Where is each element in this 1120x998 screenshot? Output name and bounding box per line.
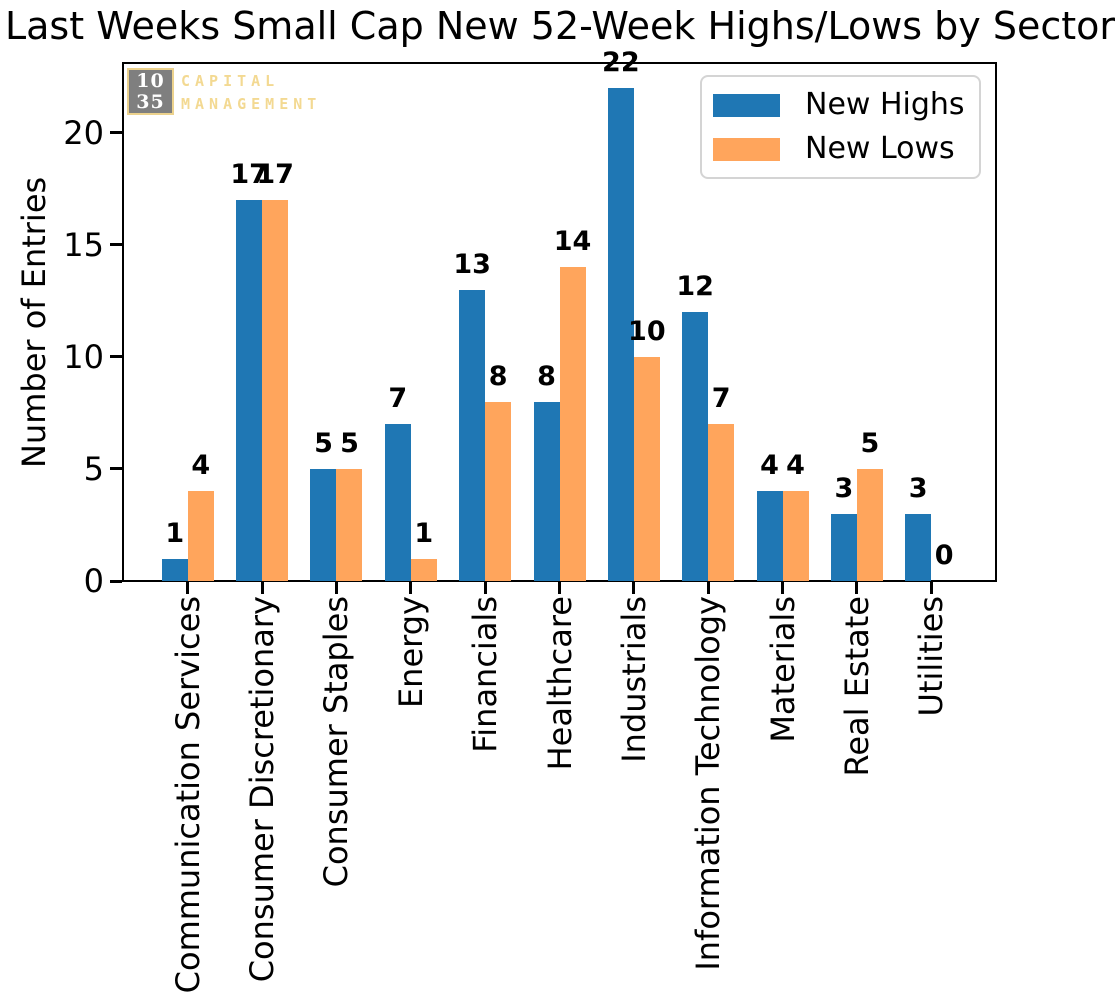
chart-title: Last Weeks Small Cap New 52-Week Highs/L… [4, 4, 1116, 48]
bar-value-label: 13 [453, 248, 491, 280]
bar-new-lows [485, 401, 512, 581]
bar-value-label: 14 [553, 226, 592, 258]
bar-new-lows [262, 199, 289, 581]
x-tick-mark [632, 582, 636, 594]
y-tick-label: 0 [83, 562, 104, 600]
bar-new-highs [756, 491, 783, 581]
watermark-box-line2: 35 [136, 91, 165, 113]
bar-value-label: 22 [602, 46, 640, 78]
x-tick-label-real-estate: Real Estate [837, 596, 876, 777]
bar-value-label: 17 [230, 158, 268, 190]
watermark-1035-box: 10 35 [127, 68, 174, 115]
x-tick-mark [186, 582, 190, 594]
legend-label-new-highs: New Highs [805, 87, 965, 122]
legend: New Highs New Lows [700, 75, 981, 179]
watermark-text-line1: CAPITAL [181, 72, 280, 90]
bar-value-label: 8 [537, 360, 556, 392]
x-tick-label-industrials: Industrials [614, 596, 653, 763]
bar-new-lows [187, 491, 214, 581]
x-tick-mark [409, 582, 413, 594]
bar-new-highs [905, 513, 932, 581]
bar-new-lows [782, 491, 809, 581]
bar-new-highs [830, 513, 857, 581]
bar-value-label: 1 [414, 517, 434, 549]
bar-value-label: 5 [340, 427, 359, 459]
x-tick-mark [483, 582, 487, 594]
bar-value-label: 12 [676, 271, 714, 303]
x-tick-label-financials: Financials [466, 596, 505, 753]
bar-new-lows [633, 356, 660, 581]
x-tick-mark [855, 582, 859, 594]
y-tick-mark [110, 131, 122, 135]
x-tick-label-healthcare: Healthcare [540, 596, 579, 771]
bar-value-label: 4 [786, 450, 805, 482]
watermark-company-name: CAPITAL MANAGEMENT [181, 68, 321, 116]
bar-new-lows [559, 267, 586, 581]
bar-new-highs [533, 401, 560, 581]
y-tick-label: 15 [63, 225, 104, 264]
x-tick-label-energy: Energy [391, 596, 430, 709]
bar-new-highs [459, 289, 486, 581]
bar-value-label: 4 [760, 450, 779, 482]
bar-value-label: 7 [388, 383, 408, 415]
bar-value-label: 5 [314, 427, 333, 459]
legend-swatch-new-lows [713, 137, 780, 161]
y-tick-label: 5 [83, 449, 104, 488]
y-tick-mark [110, 243, 122, 247]
watermark-box-line1: 10 [136, 70, 165, 92]
bar-new-highs [682, 312, 709, 581]
bar-value-label: 4 [191, 450, 211, 482]
legend-label-new-lows: New Lows [805, 131, 955, 166]
legend-row-new-lows: New Lows [713, 133, 979, 165]
y-tick-mark [110, 467, 122, 471]
x-tick-mark [706, 582, 710, 594]
bar-new-lows [708, 424, 735, 581]
bar-value-label: 0 [934, 540, 954, 571]
x-tick-mark [558, 582, 561, 594]
bar-value-label: 8 [488, 360, 508, 392]
watermark-logo: 10 35 CAPITAL MANAGEMENT [127, 68, 321, 116]
bar-new-highs [236, 199, 263, 581]
bar-value-label: 10 [628, 315, 666, 347]
bar-new-lows [410, 558, 437, 581]
x-tick-label-information-technology: Information Technology [689, 596, 728, 971]
bar-value-label: 17 [256, 158, 294, 190]
x-tick-label-communication-services: Communication Services [168, 596, 207, 994]
x-tick-label-consumer-discretionary: Consumer Discretionary [243, 596, 282, 983]
bar-value-label: 3 [908, 472, 928, 504]
y-tick-label: 20 [63, 113, 104, 152]
y-tick-mark [110, 579, 122, 583]
x-tick-mark [334, 582, 338, 594]
bar-new-highs [607, 87, 634, 581]
bar-new-highs [384, 424, 411, 581]
x-tick-mark [929, 582, 933, 594]
bar-new-highs [161, 558, 188, 581]
x-tick-label-utilities: Utilities [912, 596, 951, 717]
legend-swatch-new-highs [713, 93, 780, 117]
x-tick-label-materials: Materials [763, 596, 802, 743]
x-tick-label-consumer-staples: Consumer Staples [317, 596, 356, 888]
bar-value-label: 5 [860, 427, 880, 459]
x-tick-mark [781, 582, 785, 594]
legend-row-new-highs: New Highs [713, 89, 979, 121]
bar-value-label: 7 [711, 383, 731, 415]
bar-new-highs [310, 468, 337, 581]
bar-new-lows [856, 468, 883, 581]
bar-value-label: 1 [165, 517, 185, 549]
bar-value-label: 3 [834, 472, 854, 504]
bar-new-lows [336, 468, 363, 581]
y-tick-mark [110, 355, 122, 359]
watermark-text-line2: MANAGEMENT [181, 95, 322, 113]
y-tick-label: 10 [63, 337, 104, 376]
x-tick-mark [260, 582, 264, 594]
